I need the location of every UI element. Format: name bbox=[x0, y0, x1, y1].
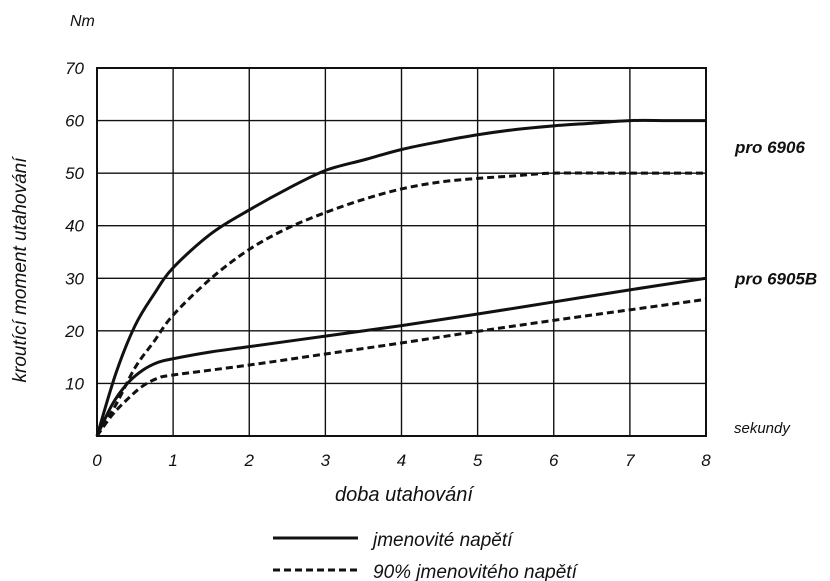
y-tick-label: 60 bbox=[65, 112, 84, 131]
legend-label-dashed: 90% jmenovitého napětí bbox=[373, 562, 579, 581]
x-unit-label: sekundy bbox=[734, 420, 791, 437]
plot-frame bbox=[96, 67, 707, 437]
y-tick-label: 10 bbox=[65, 374, 84, 393]
chart-grid bbox=[97, 68, 706, 436]
group-labels: pro 6906 pro 6905B bbox=[734, 138, 817, 288]
x-tick-label: 5 bbox=[473, 451, 483, 470]
y-tick-label: 70 bbox=[65, 59, 84, 78]
tick-layer: 0 1 2 3 4 5 6 7 8 10 20 30 40 50 60 70 bbox=[64, 59, 711, 470]
y-tick-label: 20 bbox=[64, 322, 84, 341]
series-line-solid bbox=[95, 118, 707, 437]
legend: jmenovité napětí 90% jmenovitého napětí bbox=[273, 530, 579, 581]
x-tick-label: 4 bbox=[397, 451, 406, 470]
x-tick-label: 2 bbox=[244, 451, 255, 470]
x-tick-label: 8 bbox=[701, 451, 711, 470]
y-axis-label: kroutící moment utahování bbox=[10, 156, 31, 383]
series-line-dashed bbox=[95, 171, 706, 437]
y-tick-label: 50 bbox=[65, 164, 84, 183]
x-tick-label: 6 bbox=[549, 451, 559, 470]
legend-label-solid: jmenovité napětí bbox=[370, 530, 514, 551]
y-tick-label: 40 bbox=[65, 217, 84, 236]
x-tick-label: 7 bbox=[625, 451, 635, 470]
x-tick-label: 0 bbox=[92, 451, 102, 470]
series-line-dashed bbox=[95, 297, 707, 437]
x-axis-label: doba utahování bbox=[335, 484, 475, 506]
x-tick-label: 3 bbox=[321, 451, 331, 470]
y-tick-label: 30 bbox=[65, 269, 84, 288]
x-tick-label: 1 bbox=[168, 451, 177, 470]
y-unit-label: Nm bbox=[70, 13, 95, 30]
series-line-solid bbox=[95, 276, 707, 437]
group-label: pro 6905B bbox=[734, 269, 817, 288]
group-label: pro 6906 bbox=[734, 138, 805, 157]
series-layer bbox=[95, 118, 707, 437]
